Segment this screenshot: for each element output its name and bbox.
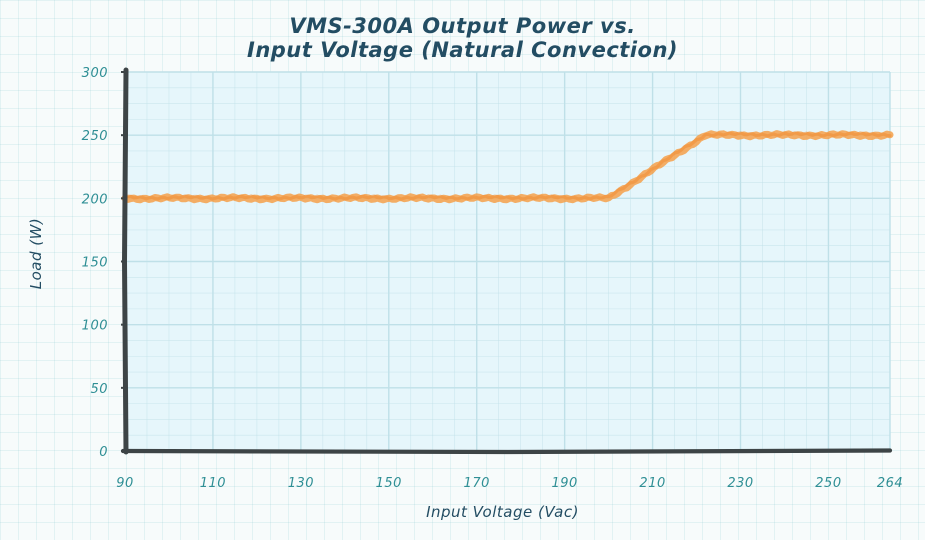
x-tick-label: 110 <box>200 476 226 491</box>
chart-title-line-1: VMS-300A Output Power vs. <box>289 14 636 38</box>
x-tick-label: 170 <box>464 476 490 491</box>
y-tick-label: 50 <box>90 382 108 397</box>
y-tick-label: 100 <box>82 319 108 334</box>
y-tick-label: 200 <box>82 192 108 207</box>
x-tick-label: 130 <box>288 476 314 491</box>
x-tick-label: 230 <box>727 476 753 491</box>
chart-title-line-2: Input Voltage (Natural Convection) <box>247 38 678 62</box>
x-tick-label: 210 <box>639 476 665 491</box>
series-layer <box>121 130 894 204</box>
y-tick-label: 150 <box>82 256 108 271</box>
axes <box>120 67 893 455</box>
x-axis-title: Input Voltage (Vac) <box>426 503 579 521</box>
x-tick-label: 190 <box>551 476 577 491</box>
x-tick-label: 264 <box>877 476 903 491</box>
tick-labels: 90 110 130 150 170 190 210 230 250 264 0 50 100 150 20… <box>82 66 903 491</box>
y-tick-label: 250 <box>82 129 108 144</box>
y-tick-label: 0 <box>99 445 108 460</box>
x-tick-label: 250 <box>815 476 841 491</box>
y-tick-label: 300 <box>82 66 108 81</box>
series-line-output-power-stroke <box>123 131 892 201</box>
x-tick-label: 150 <box>376 476 402 491</box>
x-axis-line <box>120 448 893 455</box>
chart-title: VMS-300A Output Power vs. Input Voltage … <box>0 14 925 62</box>
x-tick-label: 90 <box>116 476 134 491</box>
y-axis-title: Load (W) <box>27 218 45 290</box>
